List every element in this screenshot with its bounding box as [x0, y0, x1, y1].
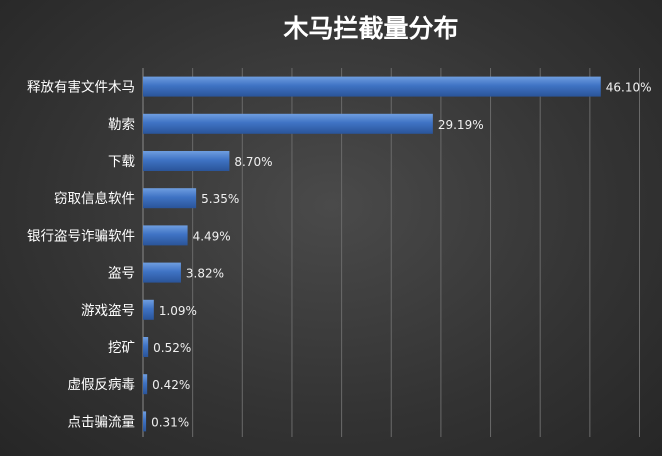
bar	[143, 262, 181, 283]
value-label: 4.49%	[193, 229, 231, 243]
value-labels: 46.10% 29.19% 8.70% 5.35% 4.49% 3.82% 1.09% 0.5…	[151, 81, 651, 430]
bars	[143, 76, 601, 432]
bar	[143, 411, 147, 432]
category-label: 下载	[108, 154, 135, 170]
category-label: 银行盗号诈骗软件	[27, 228, 135, 244]
category-label: 盗号	[108, 266, 135, 282]
value-label: 5.35%	[201, 192, 239, 206]
bar	[143, 337, 149, 357]
category-label: 虚假反病毒	[68, 377, 136, 393]
value-label: 0.42%	[152, 378, 190, 392]
value-label: 29.19%	[438, 118, 484, 132]
category-label: 点击骗流量	[68, 414, 136, 430]
value-label: 3.82%	[186, 267, 224, 281]
bar	[143, 299, 154, 320]
bar	[143, 113, 433, 134]
bar	[143, 76, 601, 97]
category-label: 挖矿	[108, 340, 135, 356]
bar	[143, 151, 230, 171]
category-label: 窃取信息软件	[54, 190, 135, 207]
category-label: 勒索	[108, 117, 135, 133]
category-label: 游戏盗号	[81, 303, 135, 319]
value-label: 1.09%	[159, 304, 197, 318]
value-label: 0.31%	[151, 415, 189, 429]
bar	[143, 225, 188, 246]
chart-title: 木马拦截量分布	[282, 14, 458, 43]
category-label: 释放有害文件木马	[27, 80, 135, 96]
value-label: 46.10%	[606, 81, 652, 95]
category-labels: 释放有害文件木马勒索下载窃取信息软件银行盗号诈骗软件盗号游戏盗号挖矿虚假反病毒点…	[27, 80, 135, 431]
bar	[143, 374, 148, 395]
bar	[143, 188, 197, 209]
value-label: 0.52%	[153, 341, 191, 355]
value-label: 8.70%	[234, 155, 272, 169]
